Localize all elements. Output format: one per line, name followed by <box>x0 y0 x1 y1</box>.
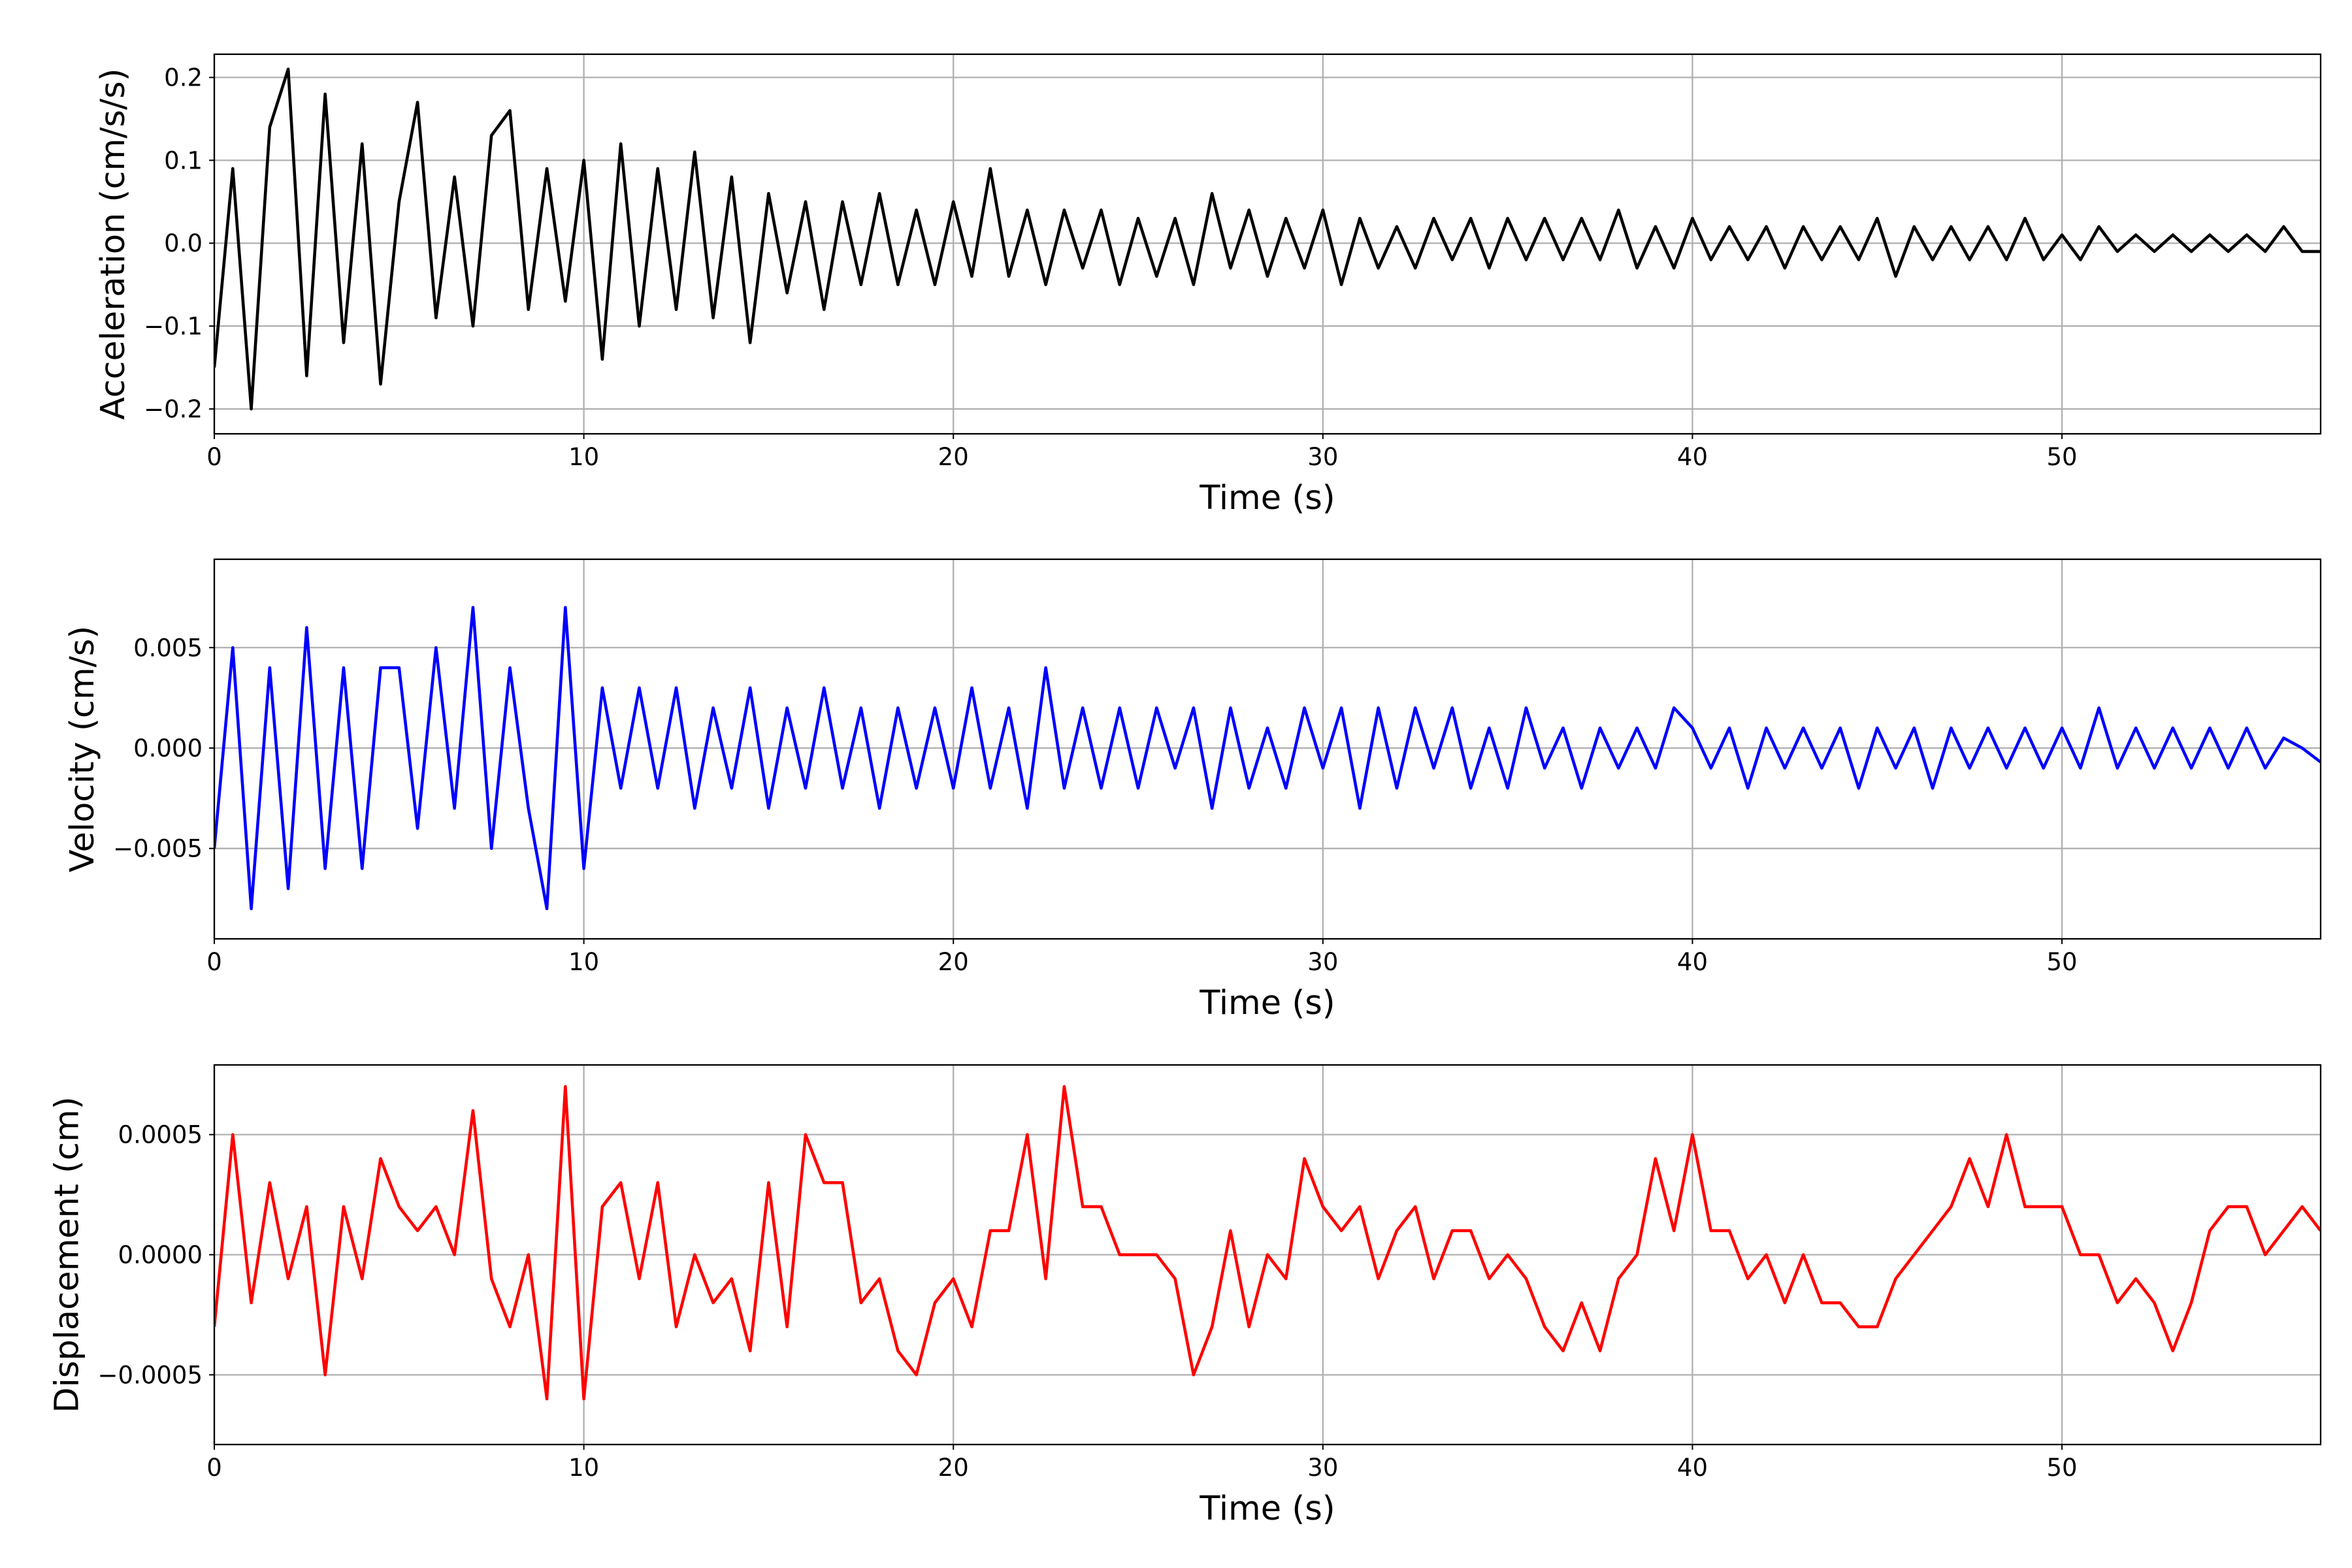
x-tick-label: 50 <box>2047 1454 2078 1482</box>
x-tick-label: 50 <box>2047 948 2078 976</box>
x-tick-label: 10 <box>568 443 599 471</box>
y-tick-label: −0.0005 <box>98 1361 203 1389</box>
y-axis-label: Velocity (cm/s) <box>63 626 102 873</box>
x-tick-label: 50 <box>2047 443 2078 471</box>
x-axis-label: Time (s) <box>1199 479 1335 517</box>
axes-frame <box>213 53 2322 435</box>
axes-frame <box>213 1064 2322 1446</box>
y-tick-label: 0.2 <box>164 64 203 92</box>
x-tick-label: 40 <box>1677 948 1708 976</box>
x-tick-label: 10 <box>568 948 599 976</box>
y-tick-label: 0.0 <box>164 229 203 257</box>
y-tick-label: 0.0005 <box>118 1121 203 1149</box>
x-tick-label: 40 <box>1677 443 1708 471</box>
data-line <box>214 606 2321 911</box>
x-tick-label: 10 <box>568 1454 599 1482</box>
x-tick-label: 20 <box>938 948 969 976</box>
x-tick-label: 20 <box>938 1454 969 1482</box>
x-tick-label: 0 <box>206 443 222 471</box>
x-axis-label: Time (s) <box>1199 1490 1335 1528</box>
x-tick-label: 30 <box>1307 443 1338 471</box>
y-tick-label: −0.1 <box>144 312 203 340</box>
y-tick-label: −0.2 <box>144 395 203 423</box>
y-axis-label: Acceleration (cm/s/s) <box>94 68 133 419</box>
axes-frame <box>213 558 2322 940</box>
y-tick-label: 0.1 <box>164 146 203 174</box>
x-tick-label: 0 <box>206 1454 222 1482</box>
x-axis-label: Time (s) <box>1199 984 1335 1022</box>
y-tick-label: 0.000 <box>133 734 203 762</box>
x-tick-label: 30 <box>1307 1454 1338 1482</box>
y-tick-label: 0.005 <box>133 634 203 662</box>
y-axis-label: Displacement (cm) <box>48 1096 87 1413</box>
y-tick-label: −0.005 <box>113 835 203 863</box>
x-tick-label: 0 <box>206 948 222 976</box>
x-tick-label: 20 <box>938 443 969 471</box>
data-line <box>214 1085 2321 1401</box>
y-tick-label: 0.0000 <box>118 1241 203 1269</box>
data-line <box>214 67 2321 411</box>
x-tick-label: 40 <box>1677 1454 1708 1482</box>
x-tick-label: 30 <box>1307 948 1338 976</box>
